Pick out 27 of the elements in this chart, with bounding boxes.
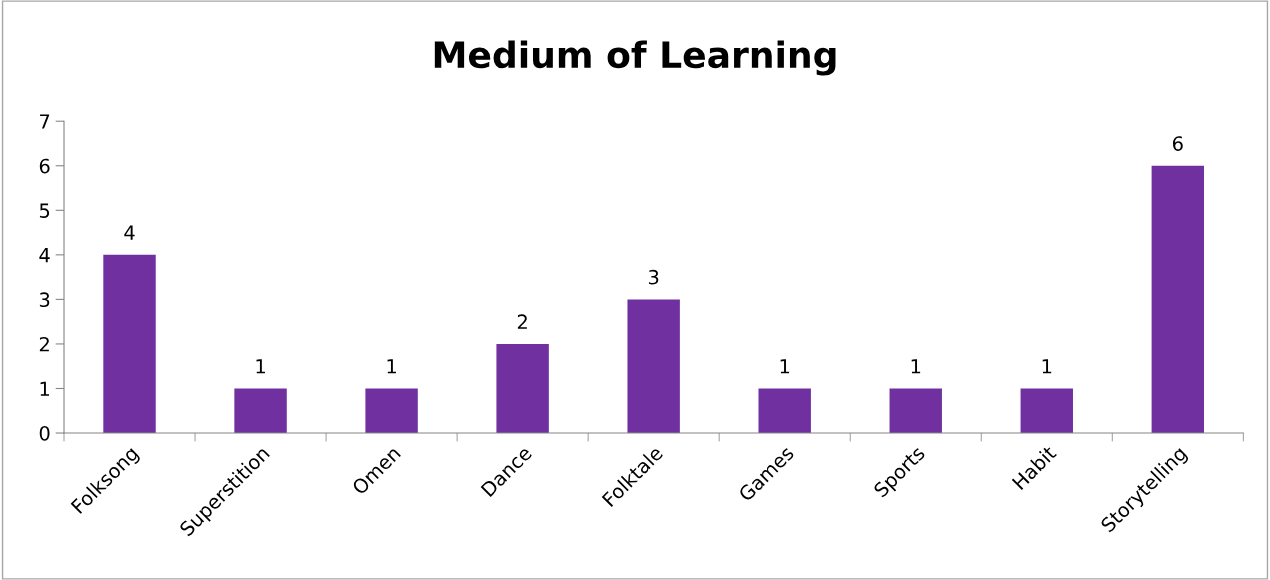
data-label: 1 (911, 359, 921, 374)
bar (234, 388, 287, 434)
bar (365, 388, 418, 434)
data-label: 6 (1172, 136, 1183, 151)
data-label: 1 (1042, 359, 1052, 374)
y-tick-label: 0 (39, 425, 50, 441)
bar (1020, 388, 1073, 434)
y-tick-label: 6 (39, 158, 50, 174)
y-tick-label: 2 (39, 336, 49, 352)
y-tick-label: 5 (39, 203, 50, 218)
y-tick-label: 3 (39, 292, 50, 308)
bar (103, 254, 156, 434)
bar (627, 299, 680, 434)
data-label: 2 (517, 314, 527, 329)
y-tick-label: 1 (40, 381, 50, 396)
bar (889, 388, 942, 434)
y-tick-label: 4 (39, 248, 50, 263)
bar (758, 388, 811, 434)
y-tick-label: 7 (40, 114, 50, 129)
bar (496, 343, 549, 434)
data-label: 1 (780, 359, 790, 374)
data-label: 3 (648, 269, 659, 285)
chart-title: Medium of Learning (434, 40, 836, 76)
data-label: 1 (256, 359, 265, 374)
data-label: 1 (387, 359, 396, 374)
bar (1151, 165, 1205, 434)
data-label: 4 (124, 225, 135, 240)
